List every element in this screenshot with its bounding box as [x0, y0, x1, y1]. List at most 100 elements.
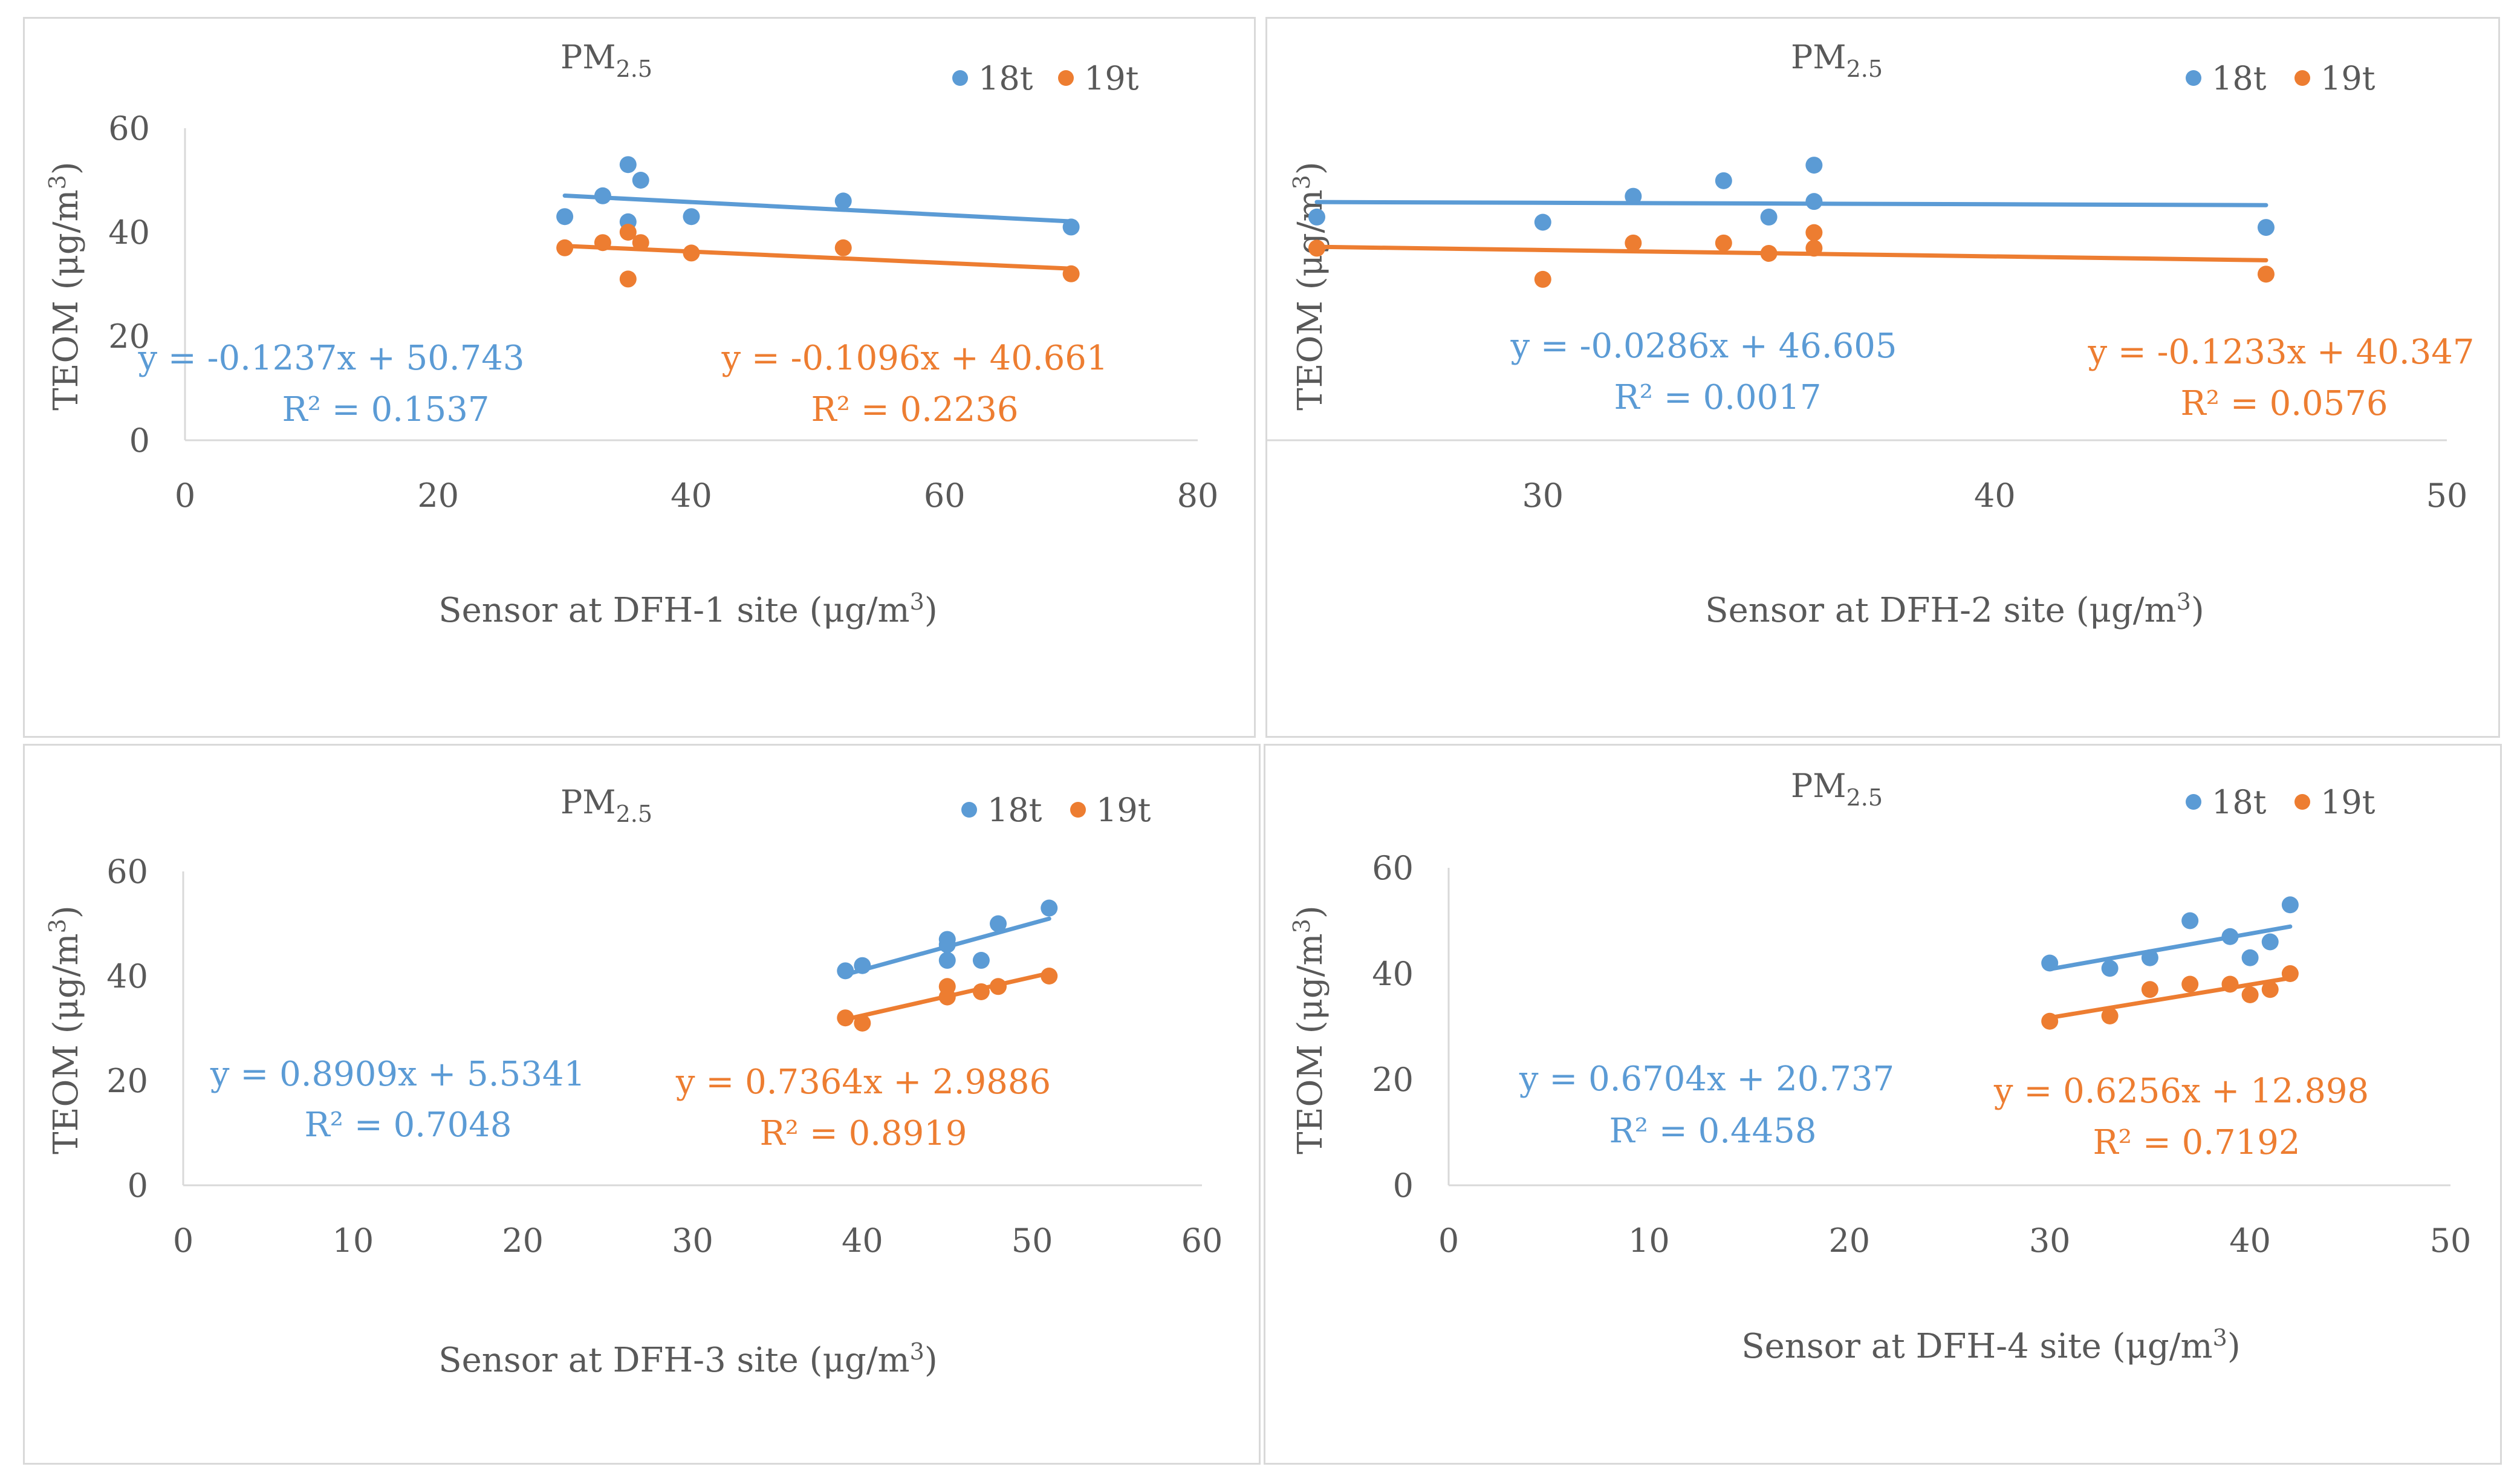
data-point-18t — [594, 187, 611, 204]
y-axis-label: TEOM (μg/m3) — [1288, 161, 1330, 410]
trendline-18t — [2047, 924, 2293, 972]
r-squared-19t: R² = 0.2236 — [811, 390, 1018, 429]
data-point-18t — [854, 957, 871, 974]
trendline-equation-19t: y = 0.6256x + 12.898 — [1993, 1072, 2369, 1111]
data-point-19t — [837, 1009, 854, 1027]
legend-label-19t: 19t — [2320, 59, 2375, 97]
data-point-18t — [2101, 960, 2119, 977]
y-tick-label: 0 — [1393, 1167, 1414, 1205]
data-point-19t — [2181, 975, 2199, 993]
legend-label-18t: 18t — [978, 59, 1033, 97]
r-squared-19t: R² = 0.0576 — [2180, 384, 2388, 423]
x-tick-label: 60 — [1181, 1222, 1223, 1260]
x-tick-label: 30 — [672, 1222, 713, 1260]
trendline-18t — [562, 194, 1074, 224]
trendline-19t — [562, 244, 1074, 271]
data-point-19t — [1062, 265, 1080, 282]
data-point-18t — [556, 208, 574, 226]
x-tick-label: 50 — [1012, 1222, 1053, 1260]
legend-label-19t: 19t — [1084, 59, 1139, 97]
data-point-19t — [619, 224, 637, 241]
trendline-equation-18t: y = -0.0286x + 46.605 — [1510, 327, 1897, 366]
x-tick-label: 10 — [1628, 1222, 1670, 1260]
x-tick-label: 50 — [2426, 477, 2468, 515]
data-point-19t — [972, 983, 990, 1000]
trendline-19t — [1314, 244, 2268, 262]
data-point-19t — [683, 244, 700, 262]
legend-label-18t: 18t — [2212, 59, 2267, 97]
legend-label-18t: 18t — [2212, 783, 2267, 821]
data-point-19t — [1625, 234, 1642, 252]
legend-marker-19t — [2294, 70, 2310, 86]
x-tick-label: 80 — [1177, 477, 1219, 515]
trendline-equation-19t: y = -0.1233x + 40.347 — [2087, 333, 2474, 372]
data-point-19t — [594, 234, 611, 252]
data-point-19t — [1805, 239, 1823, 257]
trendline-equation-18t: y = 0.6704x + 20.737 — [1519, 1059, 1894, 1099]
y-axis-label: TEOM (μg/m3) — [1288, 905, 1330, 1154]
data-point-18t — [938, 952, 956, 969]
r-squared-18t: R² = 0.1537 — [282, 390, 489, 429]
data-point-19t — [1041, 968, 1058, 985]
trendline-equation-18t: y = 0.8909x + 5.5341 — [210, 1055, 585, 1094]
chart-panel-dfh-4: 0 20 40 60 0 10 20 30 40 50 PM2.5 18t 19t Sensor at D… — [1264, 744, 2502, 1465]
scatter-chart-svg: 0 20 40 60 0 20 40 60 80 PM2.5 18t 19t Sensor at DFH… — [44, 38, 1219, 630]
y-axis-label: TEOM (μg/m3) — [44, 905, 86, 1154]
x-tick-label: 0 — [1438, 1222, 1459, 1260]
legend-label-18t: 18t — [987, 791, 1042, 829]
data-point-19t — [556, 239, 574, 256]
x-tick-label: 60 — [924, 477, 966, 515]
x-tick-label: 20 — [1828, 1222, 1870, 1260]
data-point-19t — [2241, 986, 2259, 1003]
y-tick-label: 40 — [106, 957, 148, 995]
r-squared-18t: R² = 0.0017 — [1614, 378, 1821, 417]
y-tick-label: 0 — [129, 422, 150, 460]
data-point-18t — [1308, 208, 1325, 226]
data-point-19t — [854, 1014, 871, 1032]
data-point-18t — [938, 936, 956, 954]
trendline-equation-18t: y = -0.1237x + 50.743 — [137, 339, 524, 378]
data-point-18t — [837, 962, 854, 980]
data-point-18t — [834, 192, 852, 210]
chart-panel-dfh-1: 0 20 40 60 0 20 40 60 80 PM2.5 18t 19t Sensor at DFH… — [23, 17, 1256, 738]
data-point-18t — [619, 156, 637, 174]
data-point-18t — [2241, 949, 2259, 966]
legend-marker-18t — [2186, 70, 2201, 86]
legend-label-19t: 19t — [2320, 783, 2375, 821]
data-point-19t — [2041, 1012, 2059, 1030]
data-point-18t — [2041, 954, 2059, 972]
data-point-19t — [2281, 965, 2299, 982]
y-tick-label: 40 — [108, 213, 150, 252]
scatter-chart-svg: 0 20 40 60 0 10 20 30 40 50 PM2.5 18t 19t Sensor at D… — [1288, 767, 2472, 1366]
data-point-19t — [2141, 981, 2158, 998]
data-point-18t — [683, 208, 700, 226]
r-squared-19t: R² = 0.8919 — [759, 1114, 967, 1153]
x-axis-label: Sensor at DFH-1 site (μg/m3) — [438, 588, 937, 630]
data-point-18t — [1760, 208, 1778, 226]
data-point-19t — [1715, 234, 1732, 252]
y-axis-label: TEOM (μg/m3) — [44, 161, 86, 410]
legend-label-19t: 19t — [1096, 791, 1151, 829]
x-tick-label: 0 — [173, 1222, 193, 1260]
y-tick-label: 20 — [1372, 1061, 1414, 1099]
y-tick-label: 60 — [106, 853, 148, 891]
data-point-18t — [2221, 928, 2239, 945]
chart-title: PM2.5 — [1791, 767, 1883, 811]
chart-title: PM2.5 — [560, 783, 652, 827]
data-point-18t — [1805, 193, 1823, 210]
x-tick-label: 30 — [1522, 477, 1564, 515]
x-tick-label: 50 — [2430, 1222, 2472, 1260]
data-point-19t — [938, 988, 956, 1006]
r-squared-18t: R² = 0.7048 — [304, 1105, 511, 1145]
data-point-18t — [2257, 219, 2275, 236]
legend-marker-18t — [961, 802, 977, 818]
data-point-19t — [2257, 265, 2275, 283]
data-point-18t — [1534, 213, 1551, 231]
x-tick-label: 40 — [1974, 477, 2016, 515]
r-squared-18t: R² = 0.4458 — [1609, 1112, 1816, 1151]
trendline-19t — [2047, 975, 2293, 1020]
data-point-19t — [1805, 224, 1823, 241]
chart-title: PM2.5 — [1791, 38, 1883, 82]
legend-marker-19t — [1058, 70, 1074, 86]
x-tick-label: 30 — [2029, 1222, 2071, 1260]
